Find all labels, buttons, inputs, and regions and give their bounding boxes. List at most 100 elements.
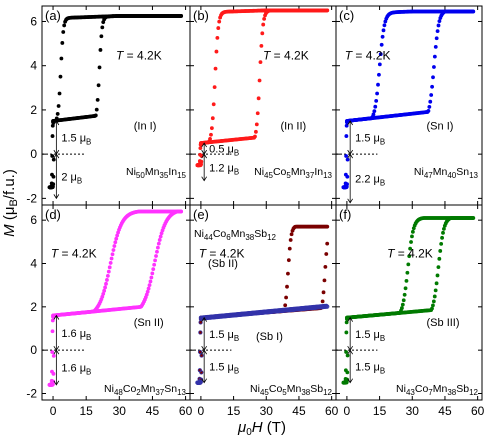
data-point bbox=[435, 29, 440, 33]
data-point bbox=[435, 273, 440, 278]
panel-letter: (d) bbox=[45, 207, 61, 222]
panel-letter: (b) bbox=[193, 8, 209, 23]
formula-label: Ni45Co5Mn37In13 bbox=[254, 166, 332, 180]
panel-letter: (c) bbox=[339, 8, 354, 23]
step-label: 1.6 μB bbox=[61, 328, 91, 342]
y-tick-label: 2 bbox=[30, 300, 37, 314]
data-point bbox=[431, 75, 435, 80]
data-point bbox=[379, 42, 384, 47]
step-label: 2 μB bbox=[61, 171, 82, 185]
arrow-head bbox=[347, 120, 354, 126]
data-point bbox=[199, 370, 204, 375]
data-point bbox=[198, 142, 203, 147]
x-tick-label: 15 bbox=[227, 404, 241, 418]
data-point bbox=[116, 230, 120, 235]
data-point bbox=[214, 49, 219, 54]
x-tick-label: 30 bbox=[406, 404, 420, 418]
data-point bbox=[60, 41, 65, 45]
y-tick-label: 2 bbox=[30, 103, 37, 117]
x-tick-label: 15 bbox=[373, 404, 387, 418]
data-point bbox=[102, 288, 107, 293]
data-point bbox=[436, 265, 441, 270]
data-point bbox=[198, 350, 203, 354]
arrow-head bbox=[201, 349, 208, 355]
data-point bbox=[199, 353, 204, 358]
data-point bbox=[154, 254, 158, 258]
data-point-secondary bbox=[198, 377, 204, 382]
y-tick-label: 0 bbox=[30, 343, 37, 357]
data-point bbox=[259, 44, 264, 48]
data-point bbox=[345, 157, 350, 162]
panel-letter: (a) bbox=[45, 8, 61, 23]
step-label: 1.5 μB bbox=[355, 329, 385, 343]
data-point bbox=[99, 34, 104, 39]
y-tick-label: -2 bbox=[26, 387, 37, 401]
data-point bbox=[94, 107, 99, 112]
data-point bbox=[374, 98, 379, 103]
data-point-secondary bbox=[199, 370, 204, 375]
data-point-secondary bbox=[198, 349, 203, 355]
step-label: 1.5 μB bbox=[61, 133, 91, 147]
panel-e: 0 15 30 45 60 1.5 μB 1.5 μB (e) T = 4.2K Ni44Co6M… bbox=[189, 204, 339, 418]
data-point-secondary bbox=[198, 330, 203, 335]
data-point bbox=[105, 273, 110, 278]
data-point bbox=[62, 23, 67, 28]
arrow-head bbox=[201, 153, 208, 159]
data-point bbox=[51, 353, 56, 358]
data-point bbox=[199, 159, 204, 164]
data-point bbox=[112, 244, 117, 248]
data-point bbox=[213, 66, 218, 71]
panel-letter: (f) bbox=[339, 207, 351, 222]
data-point bbox=[260, 31, 265, 36]
data-point bbox=[375, 91, 379, 96]
data-point bbox=[430, 84, 434, 89]
data-point bbox=[115, 233, 120, 238]
data-point bbox=[345, 174, 350, 179]
phase-label-secondary: (Sb I) bbox=[256, 331, 283, 343]
data-point bbox=[57, 91, 62, 96]
step-label: 1.6 μB bbox=[61, 363, 91, 377]
data-point bbox=[439, 241, 444, 246]
formula-label-secondary: Ni45Co5Mn38Sb12 bbox=[250, 383, 333, 397]
data-point bbox=[263, 13, 267, 18]
data-point bbox=[51, 157, 56, 162]
x-tick-label: 0 bbox=[50, 404, 57, 418]
data-point bbox=[441, 230, 445, 235]
data-point bbox=[153, 258, 157, 263]
formula-label: Ni50Mn35In15 bbox=[126, 166, 187, 180]
data-point bbox=[429, 93, 434, 97]
data-point bbox=[155, 245, 160, 250]
data-point bbox=[215, 35, 220, 40]
arrow-head bbox=[201, 378, 208, 384]
data-point bbox=[150, 271, 155, 276]
data-point bbox=[145, 289, 150, 294]
step-label: 1.5 μB bbox=[355, 361, 385, 375]
data-point bbox=[377, 72, 381, 77]
data-point bbox=[98, 48, 103, 52]
data-point bbox=[257, 78, 262, 83]
data-point bbox=[404, 278, 409, 283]
x-tick-label: 15 bbox=[79, 404, 93, 418]
data-point bbox=[322, 278, 327, 283]
panel-letter: (e) bbox=[193, 207, 209, 222]
x-axis-label: μ0H (T) bbox=[237, 419, 286, 438]
arrow-head bbox=[201, 142, 208, 148]
data-point bbox=[108, 261, 113, 265]
x-tick-label: 60 bbox=[179, 404, 193, 418]
panel-frame bbox=[335, 204, 483, 401]
arrow-head bbox=[347, 378, 354, 384]
panel-f: 0 15 30 45 60 1.5 μB 1.5 μB (f) T = 4.2K (Sb III)… bbox=[335, 204, 485, 418]
data-point bbox=[151, 267, 156, 272]
arrow-head bbox=[201, 176, 208, 182]
data-point bbox=[285, 284, 289, 289]
formula-label: Ni47Mn40Sn13 bbox=[414, 166, 479, 180]
data-point bbox=[198, 330, 203, 335]
data-point bbox=[378, 52, 383, 57]
data-point bbox=[321, 290, 326, 295]
data-point bbox=[253, 129, 258, 134]
data-point bbox=[410, 229, 415, 234]
x-tick-label: 0 bbox=[344, 404, 351, 418]
arrow-head bbox=[53, 314, 60, 320]
data-point bbox=[50, 329, 55, 334]
data-point bbox=[107, 265, 112, 270]
